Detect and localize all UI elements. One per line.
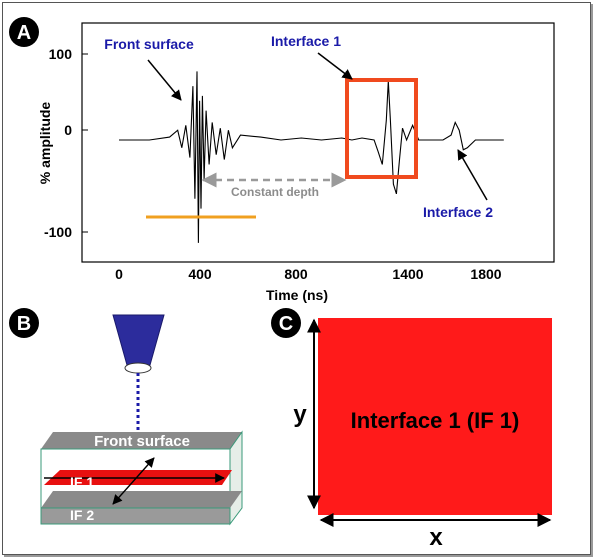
if2-layer: [40, 507, 231, 525]
ytick-label: -100: [44, 224, 72, 240]
slab-top-face: [41, 432, 242, 449]
transducer-tip: [124, 362, 152, 374]
interface1-arrow: [317, 52, 353, 80]
badge-a: A: [17, 22, 31, 44]
interface1-box: [345, 78, 418, 179]
if2-layer-top: [41, 491, 242, 508]
plot-area: [81, 22, 555, 263]
panel-c: C Interface 1 (IF 1) y x: [271, 308, 552, 551]
x-axis-label: Time (ns): [266, 287, 328, 303]
badge-b: B: [17, 313, 31, 335]
badge-c: C: [279, 313, 293, 335]
xtick-label: 400: [188, 266, 212, 282]
badge-b-circle: [9, 308, 39, 338]
front-surface-label: Front surface: [104, 36, 194, 52]
slab-side-face: [229, 430, 243, 526]
xtick-label: 0: [115, 266, 123, 282]
waveform-line: [119, 71, 504, 243]
front-surface-arrow: [147, 59, 182, 101]
front-surface-text: Front surface: [94, 433, 190, 450]
panel-b: B Front surface IF 1 IF 2: [9, 308, 243, 526]
y-axis-label: % amplitude: [37, 102, 53, 185]
x-axis-letter: x: [429, 524, 443, 551]
badge-c-circle: [271, 308, 301, 338]
interface1-square-label: Interface 1 (IF 1): [351, 408, 520, 433]
xtick-label: 800: [284, 266, 308, 282]
ytick-label: 0: [64, 122, 72, 138]
ytick-label: 100: [49, 46, 73, 62]
x-ticks: 0 400 800 1400 1800: [115, 266, 502, 282]
xtick-label: 1800: [470, 266, 501, 282]
interface1-square: [318, 318, 552, 515]
y-direction-arrow: [112, 457, 155, 505]
interface2-arrow: [457, 149, 488, 201]
panel-a: A 100 0 -100 % amplitude 0 400 800 1400 …: [9, 17, 555, 303]
transducer-icon: [112, 314, 165, 366]
xtick-label: 1400: [392, 266, 423, 282]
if2-text: IF 2: [70, 507, 94, 523]
interface1-label: Interface 1: [271, 33, 341, 49]
y-axis-letter: y: [293, 401, 307, 428]
y-ticks: 100 0 -100: [44, 46, 88, 240]
if1-text: IF 1: [70, 474, 94, 490]
badge-a-circle: [9, 17, 39, 47]
interface2-label: Interface 2: [423, 204, 493, 220]
constant-depth-label: Constant depth: [231, 185, 319, 199]
